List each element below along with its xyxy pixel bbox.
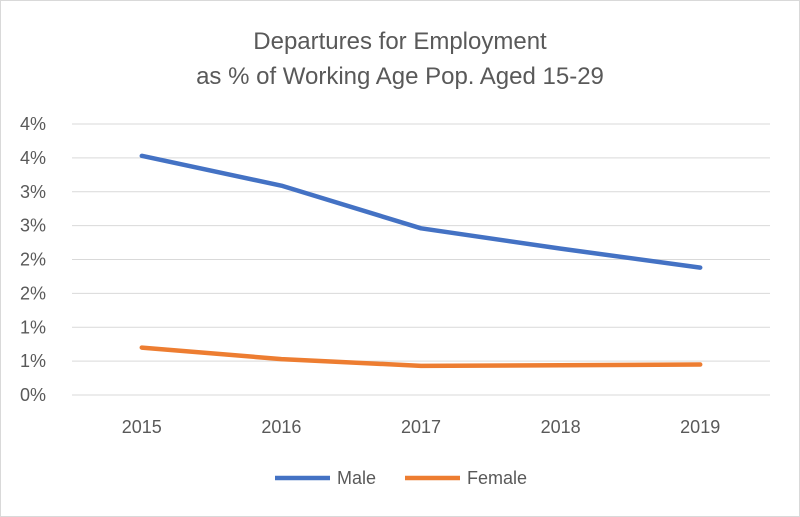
x-tick-label: 2017 [401,417,441,437]
chart-title-line-2: as % of Working Age Pop. Aged 15-29 [196,63,604,90]
y-tick-label: 4% [20,148,46,168]
gridlines [72,123,770,396]
y-tick-label: 2% [20,283,46,303]
y-tick-label: 2% [20,250,46,270]
y-axis-ticks: 0% 1% 1% 2% 2% 3% 3% 4% 4% [20,114,46,405]
y-tick-label: 0% [20,385,46,405]
x-tick-label: 2019 [680,417,720,437]
y-tick-label: 4% [20,114,46,134]
series-line-female [139,345,703,369]
x-tick-label: 2016 [261,417,301,437]
x-tick-label: 2018 [541,417,581,437]
y-tick-label: 1% [20,351,46,371]
chart-title-line-1: Departures for Employment [253,28,547,55]
legend-label-male: Male [337,468,376,488]
x-axis-ticks: 2015 2016 2017 2018 2019 [122,417,720,437]
series-lines [139,153,703,369]
y-tick-label: 1% [20,317,46,337]
x-tick-label: 2015 [122,417,162,437]
y-tick-label: 3% [20,182,46,202]
series-line-male [139,153,703,270]
y-tick-label: 3% [20,216,46,236]
legend: Male Female [275,468,527,488]
legend-label-female: Female [467,468,527,488]
